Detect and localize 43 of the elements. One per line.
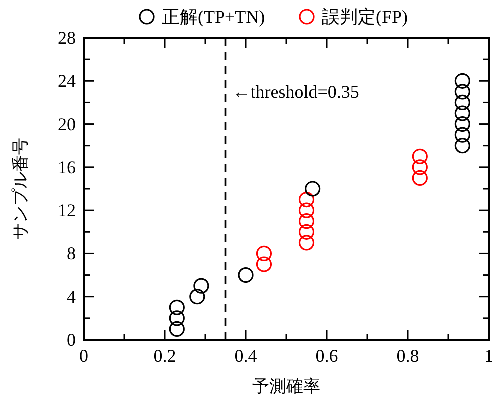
y-tick-label: 0 — [67, 330, 76, 350]
point — [305, 181, 321, 197]
point — [412, 160, 428, 176]
point — [298, 192, 315, 208]
point — [298, 235, 315, 251]
point — [412, 148, 428, 164]
x-tick-label: 0.4 — [234, 346, 258, 366]
x-axis-title: 予測確率 — [252, 377, 320, 396]
y-tick-label: 8 — [67, 244, 76, 264]
point — [454, 73, 470, 89]
y-tick-label: 28 — [58, 28, 76, 48]
point — [169, 321, 185, 338]
x-tick-label: 0.8 — [396, 346, 420, 366]
point — [454, 138, 470, 154]
point — [454, 127, 470, 143]
point — [454, 84, 470, 100]
point — [454, 94, 470, 111]
y-tick-label: 4 — [67, 286, 76, 307]
x-tick-label: 0 — [80, 346, 88, 366]
point — [190, 289, 206, 305]
x-tick-label: 1 — [484, 346, 493, 366]
point — [256, 256, 272, 272]
x-tick-label: 0.6 — [316, 346, 338, 366]
y-axis-title: サンプル番号 — [11, 138, 30, 240]
legend-label: 正解(TP+TN) — [162, 7, 266, 27]
y-tick-label: 20 — [58, 114, 76, 134]
point — [298, 214, 315, 230]
point — [169, 300, 185, 316]
legend-label: 誤判定(FP) — [322, 7, 408, 27]
point — [454, 116, 470, 132]
ref-line-label: ←threshold=0.35 — [232, 82, 360, 102]
point — [194, 278, 210, 294]
point — [412, 170, 428, 186]
y-tick-label: 12 — [58, 200, 76, 221]
y-tick-label: 16 — [58, 157, 76, 178]
point — [256, 246, 272, 262]
point — [298, 202, 315, 218]
x-tick-label: 0.2 — [154, 346, 176, 366]
point — [454, 106, 470, 122]
point — [169, 310, 185, 326]
y-tick-label: 24 — [58, 71, 76, 92]
point — [298, 224, 315, 240]
point — [238, 267, 254, 284]
